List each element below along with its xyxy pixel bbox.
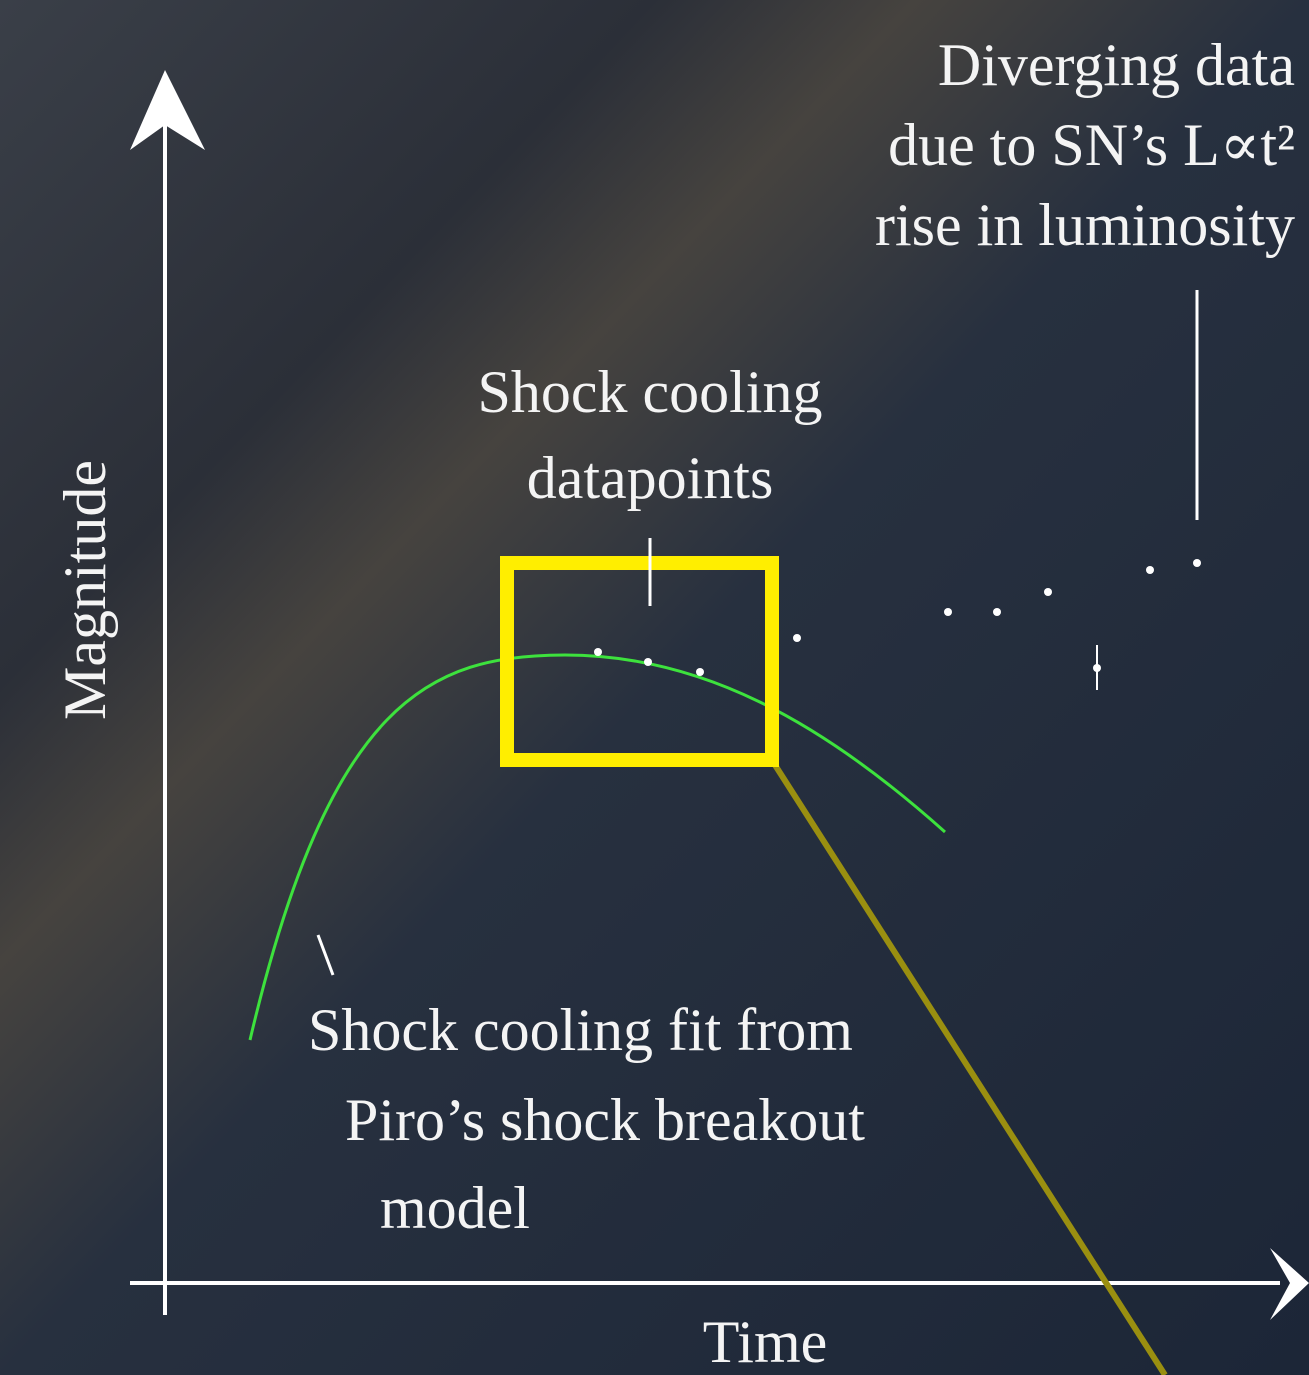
annotation: model xyxy=(380,1175,530,1241)
y-axis-label: Magnitude xyxy=(52,460,118,720)
datapoint xyxy=(993,608,1001,616)
datapoint xyxy=(944,608,952,616)
annotation: rise in luminosity xyxy=(875,192,1295,258)
annotation: Shock cooling xyxy=(478,359,823,425)
datapoint xyxy=(696,668,704,676)
datapoint xyxy=(594,648,602,656)
datapoint xyxy=(1146,566,1154,574)
annotation: Diverging data xyxy=(938,32,1295,98)
annotation: Piro’s shock breakout xyxy=(345,1087,865,1153)
diagram: Diverging data due to SN’s L∝t² rise in … xyxy=(0,0,1309,1375)
datapoint xyxy=(1193,559,1201,567)
annotation: Shock cooling fit from xyxy=(308,997,853,1063)
annotation: due to SN’s L∝t² xyxy=(888,112,1295,178)
datapoint xyxy=(793,634,801,642)
datapoint xyxy=(1044,588,1052,596)
x-axis-label: Time xyxy=(703,1309,828,1375)
datapoint xyxy=(644,658,652,666)
annotation: datapoints xyxy=(527,445,774,511)
